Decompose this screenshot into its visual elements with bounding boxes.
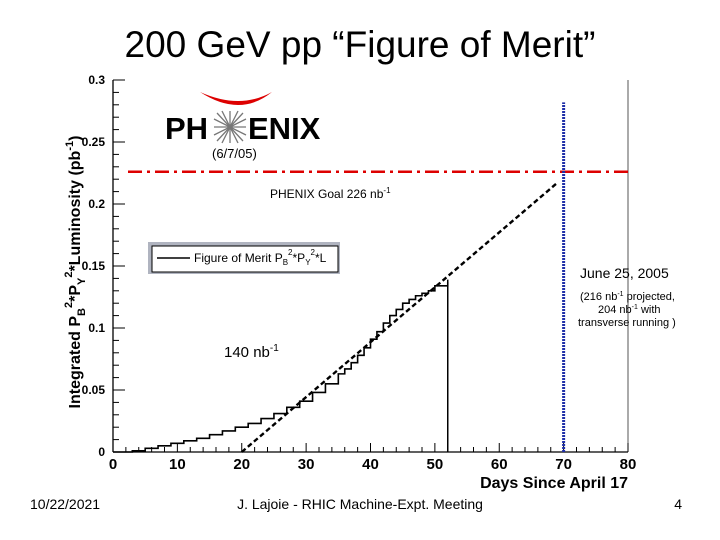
phenix-logo-starburst [213, 110, 247, 144]
current-annotation: 140 nb-1 [224, 343, 279, 361]
phenix-logo-text-left: PH [165, 111, 208, 146]
page-number: 4 [674, 496, 682, 512]
legend-box [151, 245, 339, 273]
projection-dashed-line [240, 182, 558, 453]
y-tick-label: 0.2 [88, 197, 105, 211]
x-tick-label: 50 [427, 456, 444, 473]
goal-annotation-text: PHENIX Goal 226 nb [270, 187, 384, 201]
x-tick-label: 10 [169, 456, 186, 473]
projection-annotation-line-2: 204 nb-1 with [598, 304, 661, 316]
x-tick-label: 60 [491, 456, 508, 473]
slide-title: 200 GeV pp “Figure of Merit” [124, 24, 596, 65]
y-tick-label: 0.05 [82, 383, 106, 397]
y-tick-label: 0.1 [88, 321, 105, 335]
x-tick-label: 20 [233, 456, 250, 473]
x-tick-label: 30 [298, 456, 315, 473]
x-axis-label: Days Since April 17 [480, 475, 628, 492]
phenix-logo: PH ENIX [165, 92, 321, 146]
projection-annotation-line-1: (216 nb-1 projected, [580, 291, 675, 303]
x-tick-label: 0 [109, 456, 117, 473]
legend-entry-label: Figure of Merit PB2*PY2*L [194, 248, 327, 267]
logo-date-annotation: (6/7/05) [212, 146, 257, 161]
june-annotation: June 25, 2005 [580, 265, 669, 281]
x-tick-label: 80 [620, 456, 637, 473]
x-tick-label: 40 [362, 456, 379, 473]
y-tick-label: 0.3 [88, 73, 105, 87]
goal-annotation: PHENIX Goal 226 nb-1 [270, 186, 391, 201]
phenix-logo-arc [200, 92, 272, 105]
y-tick-label: 0 [98, 445, 105, 459]
chart-legend: Figure of Merit PB2*PY2*L [148, 242, 340, 274]
y-axis-label: Integrated PB2*PY2*Luminosity (pb-1) [63, 136, 88, 409]
x-tick-label: 70 [555, 456, 572, 473]
y-tick-label: 0.25 [82, 135, 106, 149]
goal-annotation-exp: -1 [383, 186, 391, 195]
y-ticks: 0 0.05 0.1 0.15 0.2 0.25 0.3 [82, 73, 125, 459]
projection-annotation-line-3: transverse running ) [578, 317, 676, 329]
footer-date: 10/22/2021 [30, 496, 101, 512]
phenix-logo-text-right: ENIX [248, 111, 321, 146]
y-tick-label: 0.15 [82, 259, 106, 273]
footer-center-text: J. Lajoie - RHIC Machine-Expt. Meeting [237, 496, 483, 512]
figure-of-merit-step-series [113, 282, 449, 453]
x-ticks: 0 10 20 30 40 50 60 70 80 [109, 443, 637, 473]
